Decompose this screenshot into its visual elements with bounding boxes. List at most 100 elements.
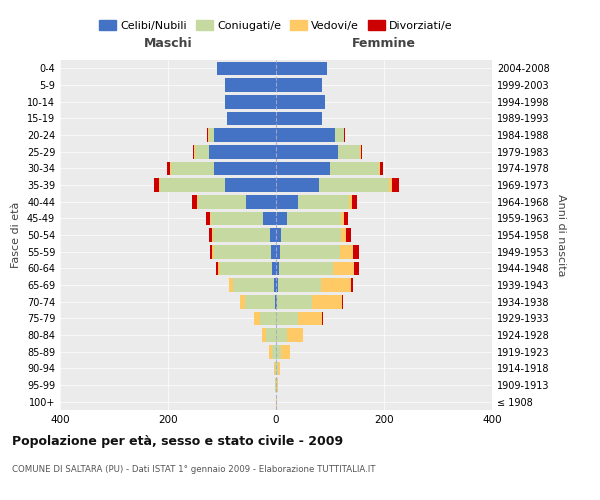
Bar (276, 245, 280, 258)
Bar (212, 245, 214, 258)
Bar (354, 262, 359, 275)
Bar (167, 162, 170, 175)
Bar (332, 262, 354, 275)
Bar (209, 128, 214, 142)
Bar (206, 212, 210, 225)
Bar (212, 228, 213, 242)
Bar (275, 295, 276, 308)
Bar (220, 262, 272, 275)
Bar (269, 228, 276, 242)
Bar (154, 178, 160, 192)
Bar (278, 278, 321, 292)
Bar (276, 95, 325, 108)
Bar (278, 262, 332, 275)
Y-axis label: Anni di nascita: Anni di nascita (556, 194, 566, 276)
Text: COMUNE DI SALTARA (PU) - Dati ISTAT 1° gennaio 2009 - Elaborazione TUTTITALIA.IT: COMUNE DI SALTARA (PU) - Dati ISTAT 1° g… (12, 465, 376, 474)
Bar (340, 245, 353, 258)
Bar (353, 245, 359, 258)
Bar (276, 62, 328, 75)
Text: Femmine: Femmine (352, 37, 416, 50)
Bar (298, 312, 322, 325)
Bar (214, 245, 271, 258)
Bar (287, 328, 303, 342)
Bar (298, 195, 349, 208)
Bar (389, 178, 392, 192)
Bar (160, 178, 225, 192)
Bar (192, 195, 197, 208)
Bar (274, 362, 275, 375)
Y-axis label: Fasce di età: Fasce di età (11, 202, 21, 268)
Bar (277, 378, 278, 392)
Bar (263, 212, 276, 225)
Bar (260, 312, 276, 325)
Bar (341, 228, 346, 242)
Bar (193, 145, 194, 158)
Bar (171, 162, 214, 175)
Bar (350, 278, 353, 292)
Bar (346, 228, 350, 242)
Bar (272, 345, 276, 358)
Bar (229, 278, 233, 292)
Bar (254, 312, 260, 325)
Bar (322, 312, 323, 325)
Bar (338, 145, 360, 158)
Bar (380, 162, 383, 175)
Bar (276, 345, 281, 358)
Text: Popolazione per età, sesso e stato civile - 2009: Popolazione per età, sesso e stato civil… (12, 435, 343, 448)
Bar (225, 78, 276, 92)
Bar (247, 195, 276, 208)
Bar (342, 295, 343, 308)
Bar (343, 212, 348, 225)
Bar (349, 195, 352, 208)
Bar (335, 128, 343, 142)
Bar (276, 112, 322, 125)
Bar (245, 295, 275, 308)
Bar (276, 278, 278, 292)
Bar (275, 362, 276, 375)
Bar (213, 228, 269, 242)
Bar (312, 295, 342, 308)
Bar (210, 212, 211, 225)
Bar (217, 62, 276, 75)
Bar (392, 178, 398, 192)
Bar (225, 95, 276, 108)
Bar (281, 345, 290, 358)
Bar (276, 328, 287, 342)
Bar (276, 195, 298, 208)
Bar (266, 328, 276, 342)
Bar (341, 212, 343, 225)
Bar (361, 145, 362, 158)
Bar (321, 278, 350, 292)
Bar (276, 178, 319, 192)
Bar (319, 178, 389, 192)
Bar (225, 178, 276, 192)
Bar (195, 145, 209, 158)
Bar (276, 212, 287, 225)
Bar (280, 245, 340, 258)
Bar (276, 312, 298, 325)
Bar (214, 162, 276, 175)
Bar (287, 212, 341, 225)
Bar (276, 145, 338, 158)
Bar (209, 228, 212, 242)
Bar (277, 295, 312, 308)
Bar (233, 278, 274, 292)
Bar (269, 345, 272, 358)
Bar (240, 295, 245, 308)
Bar (209, 245, 212, 258)
Bar (276, 228, 281, 242)
Bar (281, 228, 341, 242)
Text: Maschi: Maschi (143, 37, 193, 50)
Bar (198, 195, 247, 208)
Bar (276, 78, 322, 92)
Bar (276, 162, 330, 175)
Bar (352, 195, 357, 208)
Bar (278, 362, 280, 375)
Bar (271, 245, 276, 258)
Bar (211, 212, 263, 225)
Bar (379, 162, 380, 175)
Bar (276, 128, 335, 142)
Bar (218, 262, 220, 275)
Bar (330, 162, 379, 175)
Bar (360, 145, 361, 158)
